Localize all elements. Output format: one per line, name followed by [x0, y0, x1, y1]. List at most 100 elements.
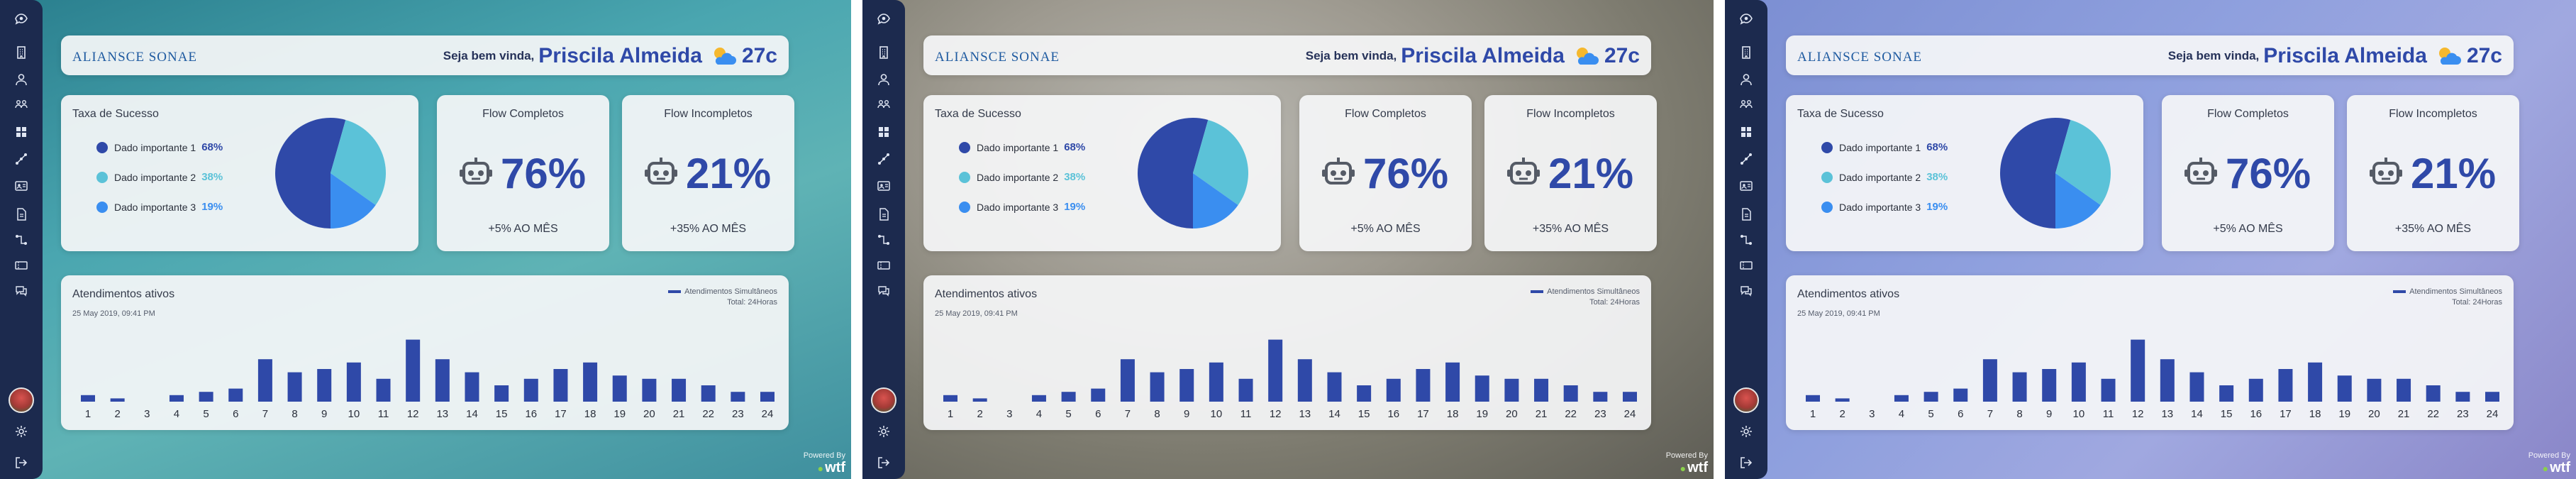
x-tick-label: 20	[643, 408, 655, 420]
legend-swatch	[2393, 290, 2406, 294]
chart-legend: Atendimentos Simultâneos Total: 24Horas	[2393, 287, 2502, 308]
document-icon[interactable]	[1738, 206, 1755, 223]
flow-icon[interactable]	[13, 150, 30, 167]
x-tick-label: 5	[1928, 408, 1933, 420]
bar	[642, 378, 657, 402]
success-pie-chart	[274, 117, 386, 229]
bar	[1238, 378, 1253, 402]
legend-value: 38%	[1926, 171, 1948, 183]
users-group-icon[interactable]	[13, 97, 30, 114]
legend-label: Dado importante 1	[977, 141, 1059, 153]
powered-by: Powered By ● wtf	[1666, 451, 1708, 476]
x-tick-label: 12	[2132, 408, 2144, 420]
bar	[1504, 378, 1519, 402]
chat-icon[interactable]	[875, 282, 892, 299]
logout-icon[interactable]	[1738, 454, 1755, 471]
eye-bubble-icon[interactable]	[1738, 10, 1755, 27]
chat-icon[interactable]	[1738, 282, 1755, 299]
partly-cloudy-icon	[1576, 48, 1599, 65]
user-icon[interactable]	[13, 71, 30, 88]
legend-item: Dado importante 3 19%	[96, 201, 223, 213]
x-tick-label: 23	[732, 408, 744, 420]
ticket-icon[interactable]	[1738, 257, 1755, 274]
connections-icon[interactable]	[1738, 231, 1755, 248]
x-tick-label: 18	[2309, 408, 2321, 420]
gear-icon[interactable]	[875, 423, 892, 440]
bar	[1386, 378, 1401, 402]
legend-label: Dado importante 3	[977, 201, 1059, 213]
chart-date: 25 May 2019, 09:41 PM	[935, 309, 1018, 318]
chat-icon[interactable]	[13, 282, 30, 299]
bar	[287, 372, 302, 402]
flow-icon[interactable]	[875, 150, 892, 167]
flow-growth: +35% AO MÊS	[670, 223, 747, 235]
id-card-icon[interactable]	[875, 177, 892, 194]
success-rate-card: Taxa de Sucesso Dado importante 1 68% Da…	[61, 95, 418, 251]
bar	[1953, 388, 1968, 402]
x-tick-label: 10	[348, 408, 360, 420]
grid-icon[interactable]	[13, 123, 30, 141]
bar	[317, 369, 332, 402]
x-tick-label: 22	[1565, 408, 1577, 420]
ticket-icon[interactable]	[875, 257, 892, 274]
pie-slice	[331, 173, 376, 229]
welcome-text: Seja bem vinda,	[1305, 49, 1397, 62]
powered-label: Powered By	[1665, 451, 1708, 460]
gear-icon[interactable]	[1738, 423, 1755, 440]
logout-icon[interactable]	[875, 454, 892, 471]
legend-label: Dado importante 1	[114, 141, 196, 153]
robot-icon	[1507, 158, 1540, 185]
legend-label: Dado importante 2	[1839, 171, 1921, 183]
eye-bubble-icon[interactable]	[875, 10, 892, 27]
bar	[465, 372, 479, 402]
x-tick-label: 14	[466, 408, 478, 420]
building-icon[interactable]	[1738, 44, 1755, 61]
flow-percentage: 76%	[501, 150, 587, 197]
building-icon[interactable]	[13, 44, 30, 61]
active-sessions-card: Atendimentos ativos 25 May 2019, 09:41 P…	[1786, 275, 2514, 430]
bar	[2455, 392, 2470, 402]
building-icon[interactable]	[875, 44, 892, 61]
user-icon[interactable]	[1738, 71, 1755, 88]
user-icon[interactable]	[875, 71, 892, 88]
avatar[interactable]	[1733, 387, 1759, 413]
users-group-icon[interactable]	[875, 97, 892, 114]
flow-icon[interactable]	[1738, 150, 1755, 167]
id-card-icon[interactable]	[13, 177, 30, 194]
legend-label: Dado importante 3	[1839, 201, 1921, 213]
avatar[interactable]	[871, 387, 896, 413]
legend-dot	[96, 201, 108, 213]
bar	[612, 375, 627, 402]
active-sessions-bar-chart: 1 2 3 4 5 6 7 8 9 10 11 12 13 14 15 16 17 18 19 20 21 22 23 24	[1806, 339, 2499, 420]
chart-date: 25 May 2019, 09:41 PM	[72, 309, 155, 318]
card-title: Flow Completos	[1345, 108, 1426, 120]
legend-value: 19%	[1064, 201, 1086, 213]
bar	[1923, 392, 1938, 402]
document-icon[interactable]	[875, 206, 892, 223]
legend-label: Atendimentos Simultâneos	[1547, 287, 1640, 296]
grid-icon[interactable]	[1738, 123, 1755, 141]
logout-icon[interactable]	[13, 454, 30, 471]
users-group-icon[interactable]	[1738, 97, 1755, 114]
x-tick-label: 3	[144, 408, 150, 420]
x-tick-label: 6	[1095, 408, 1101, 420]
document-icon[interactable]	[13, 206, 30, 223]
connections-icon[interactable]	[13, 231, 30, 248]
eye-bubble-icon[interactable]	[13, 10, 30, 27]
ticket-icon[interactable]	[13, 257, 30, 274]
x-tick-label: 13	[1299, 408, 1311, 420]
card-title: Flow Incompletos	[2389, 108, 2477, 120]
active-sessions-bar-chart: 1 2 3 4 5 6 7 8 9 10 11 12 13 14 15 16 17 18 19 20 21 22 23 24	[81, 339, 775, 420]
legend-swatch	[1531, 290, 1544, 294]
avatar[interactable]	[9, 387, 34, 413]
connections-icon[interactable]	[875, 231, 892, 248]
grid-icon[interactable]	[875, 123, 892, 141]
partly-cloudy-icon	[714, 48, 736, 65]
bar	[2485, 392, 2499, 402]
gear-icon[interactable]	[13, 423, 30, 440]
id-card-icon[interactable]	[1738, 177, 1755, 194]
bar	[1297, 359, 1312, 402]
bar	[199, 392, 213, 402]
bar	[2160, 359, 2175, 402]
flow-incompletos-card: Flow Incompletos 21% +35% AO MÊS	[622, 95, 794, 251]
